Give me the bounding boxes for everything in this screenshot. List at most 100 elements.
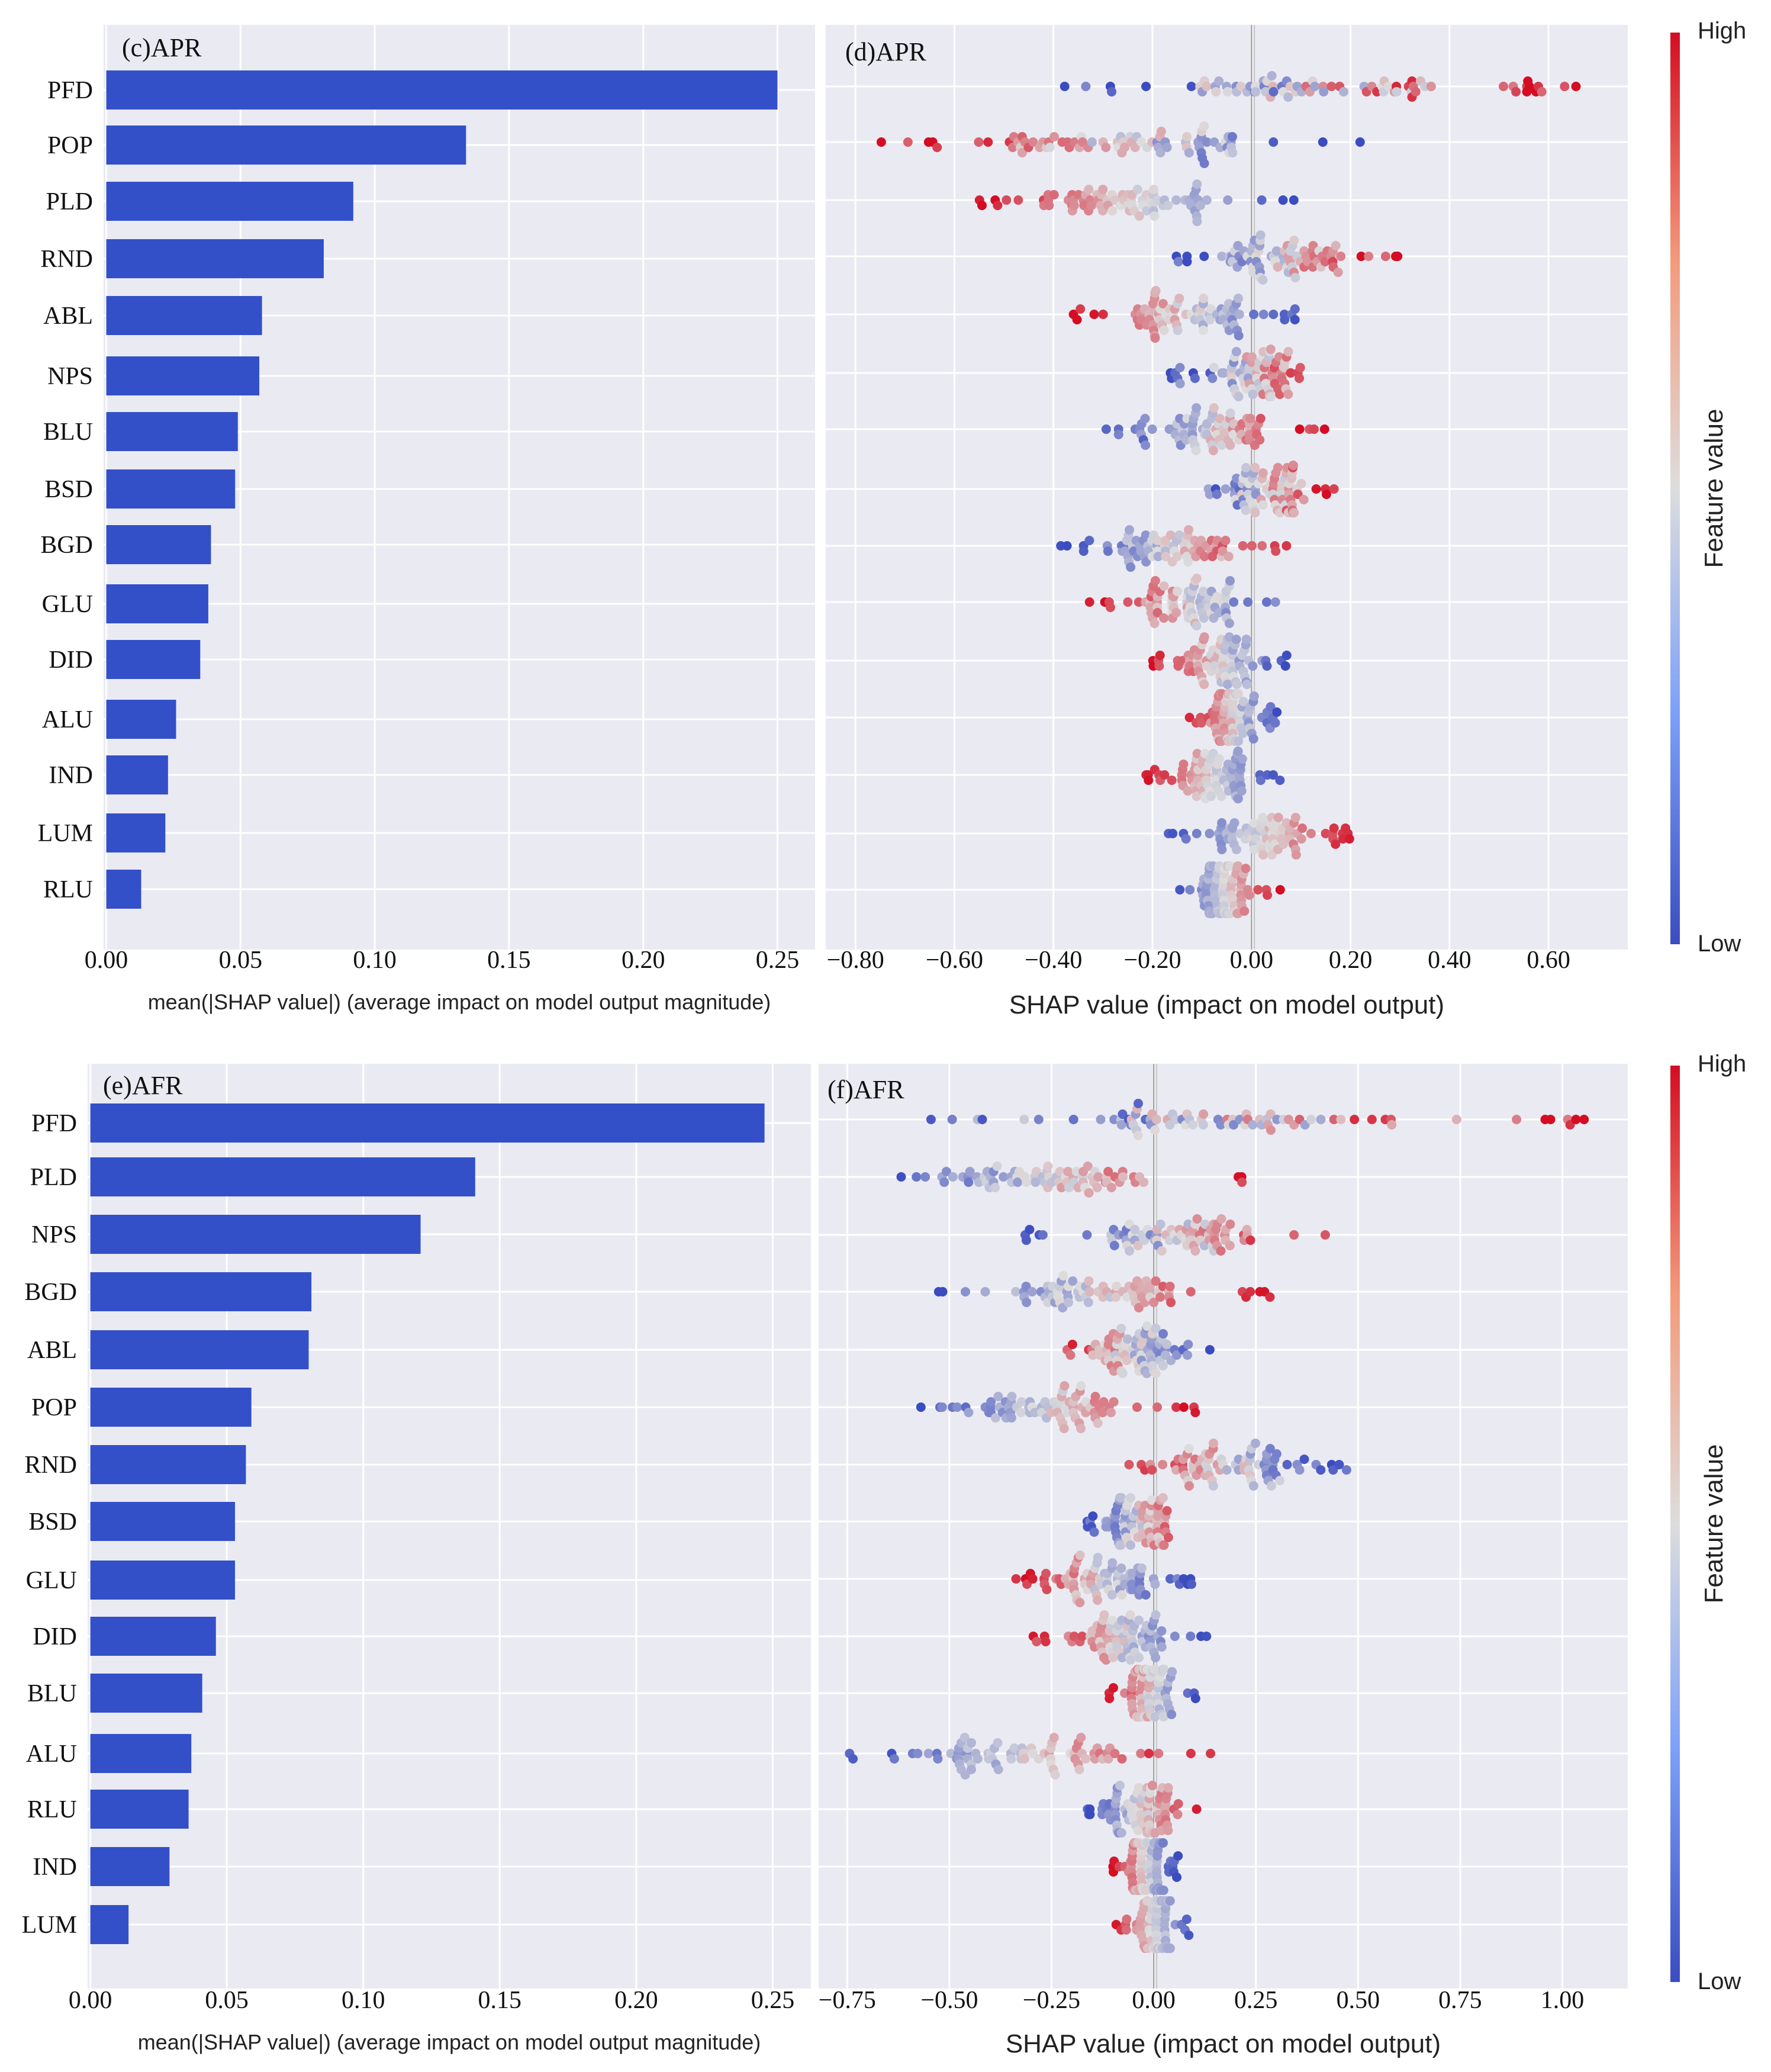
dot (1186, 1287, 1196, 1296)
dot (1067, 1340, 1077, 1349)
dot (1111, 1292, 1121, 1302)
dot (1238, 697, 1248, 706)
dot (1268, 87, 1279, 96)
dot (1295, 424, 1305, 434)
dot (1126, 1493, 1135, 1502)
dot (1199, 632, 1209, 642)
category-label: RLU (27, 1796, 77, 1823)
dot (916, 1402, 926, 1412)
dot (1262, 661, 1272, 671)
category-label: PLD (46, 188, 93, 215)
dot (1192, 574, 1202, 583)
dot (1168, 829, 1178, 838)
dot (1044, 201, 1054, 210)
dot (1236, 82, 1246, 91)
dot (980, 1287, 990, 1296)
dot (1125, 1246, 1135, 1256)
dot (1306, 829, 1316, 838)
dot (1045, 143, 1055, 152)
dot (1228, 132, 1237, 141)
dot (1291, 850, 1301, 860)
dot (1199, 159, 1209, 168)
dot (1090, 1392, 1100, 1401)
dot (1234, 310, 1244, 319)
dot (1049, 1733, 1059, 1742)
dot (1279, 839, 1289, 849)
dot (1255, 776, 1266, 785)
dot (1263, 890, 1273, 900)
dot (1241, 635, 1251, 644)
bar-pld (106, 182, 353, 221)
dot (1296, 834, 1306, 844)
dot (1499, 82, 1508, 91)
dot (1171, 608, 1181, 617)
dot (1041, 1569, 1051, 1578)
dot (1214, 608, 1224, 617)
dot (1150, 576, 1160, 585)
dot (1190, 1408, 1200, 1417)
category-label: PFD (47, 77, 93, 104)
x-tick-label: −0.80 (827, 947, 884, 974)
dot (1322, 490, 1331, 499)
dot (1248, 661, 1258, 671)
x-tick-label: 0.50 (1337, 1987, 1380, 2014)
dot (1134, 1616, 1144, 1625)
dot (1341, 1465, 1351, 1475)
dot (1093, 1595, 1103, 1605)
dot (1271, 546, 1281, 556)
dot (1265, 1292, 1275, 1302)
dot (1278, 195, 1288, 205)
category-label: PFD (31, 1110, 77, 1137)
dot (991, 1413, 1001, 1423)
dot (1141, 557, 1151, 567)
dot (1289, 236, 1299, 245)
dot (1071, 1167, 1081, 1176)
dot (1178, 760, 1189, 769)
dot (1030, 1408, 1040, 1417)
dot (1022, 1177, 1032, 1187)
dot (1192, 621, 1202, 630)
dot (1157, 1246, 1167, 1256)
dot (1144, 776, 1154, 785)
dot (1159, 581, 1169, 591)
colorbar-low-label: Low (1698, 1968, 1741, 1994)
dot (889, 1754, 899, 1764)
colorbar-gradient (1670, 1066, 1680, 1982)
dot (1031, 1177, 1041, 1187)
panel-title: (d)APR (845, 37, 927, 66)
dot (1331, 839, 1341, 849)
dot (1212, 490, 1222, 499)
dot (1306, 1115, 1316, 1124)
dot (1159, 1540, 1169, 1550)
bar-rlu (106, 870, 141, 909)
dot (1241, 864, 1251, 873)
dot (1185, 885, 1195, 895)
category-label: ALU (26, 1740, 77, 1768)
dot (1241, 463, 1251, 472)
dot (1245, 1236, 1255, 1245)
x-tick-label: 0.25 (751, 1987, 795, 2014)
dot (1162, 1340, 1172, 1349)
dot (1272, 1115, 1282, 1124)
dot (1237, 786, 1247, 796)
dot (1105, 1694, 1115, 1703)
dot (1237, 1177, 1247, 1187)
dot (1158, 1886, 1168, 1895)
category-label: IND (33, 1854, 77, 1881)
dot (1222, 1465, 1232, 1475)
dot (1060, 1381, 1070, 1391)
dot (1245, 1287, 1255, 1296)
dot (1258, 275, 1268, 285)
dot (1267, 71, 1277, 81)
dot (1579, 1115, 1589, 1124)
bar-pld (90, 1157, 475, 1196)
dot (1192, 1804, 1202, 1814)
category-label: DID (33, 1623, 77, 1650)
dot (1199, 613, 1209, 623)
dot (941, 1167, 951, 1176)
dot (1184, 1444, 1194, 1453)
dot (1316, 1115, 1326, 1124)
dot (1309, 424, 1319, 434)
dot (1116, 1828, 1126, 1838)
dot (1062, 541, 1072, 551)
